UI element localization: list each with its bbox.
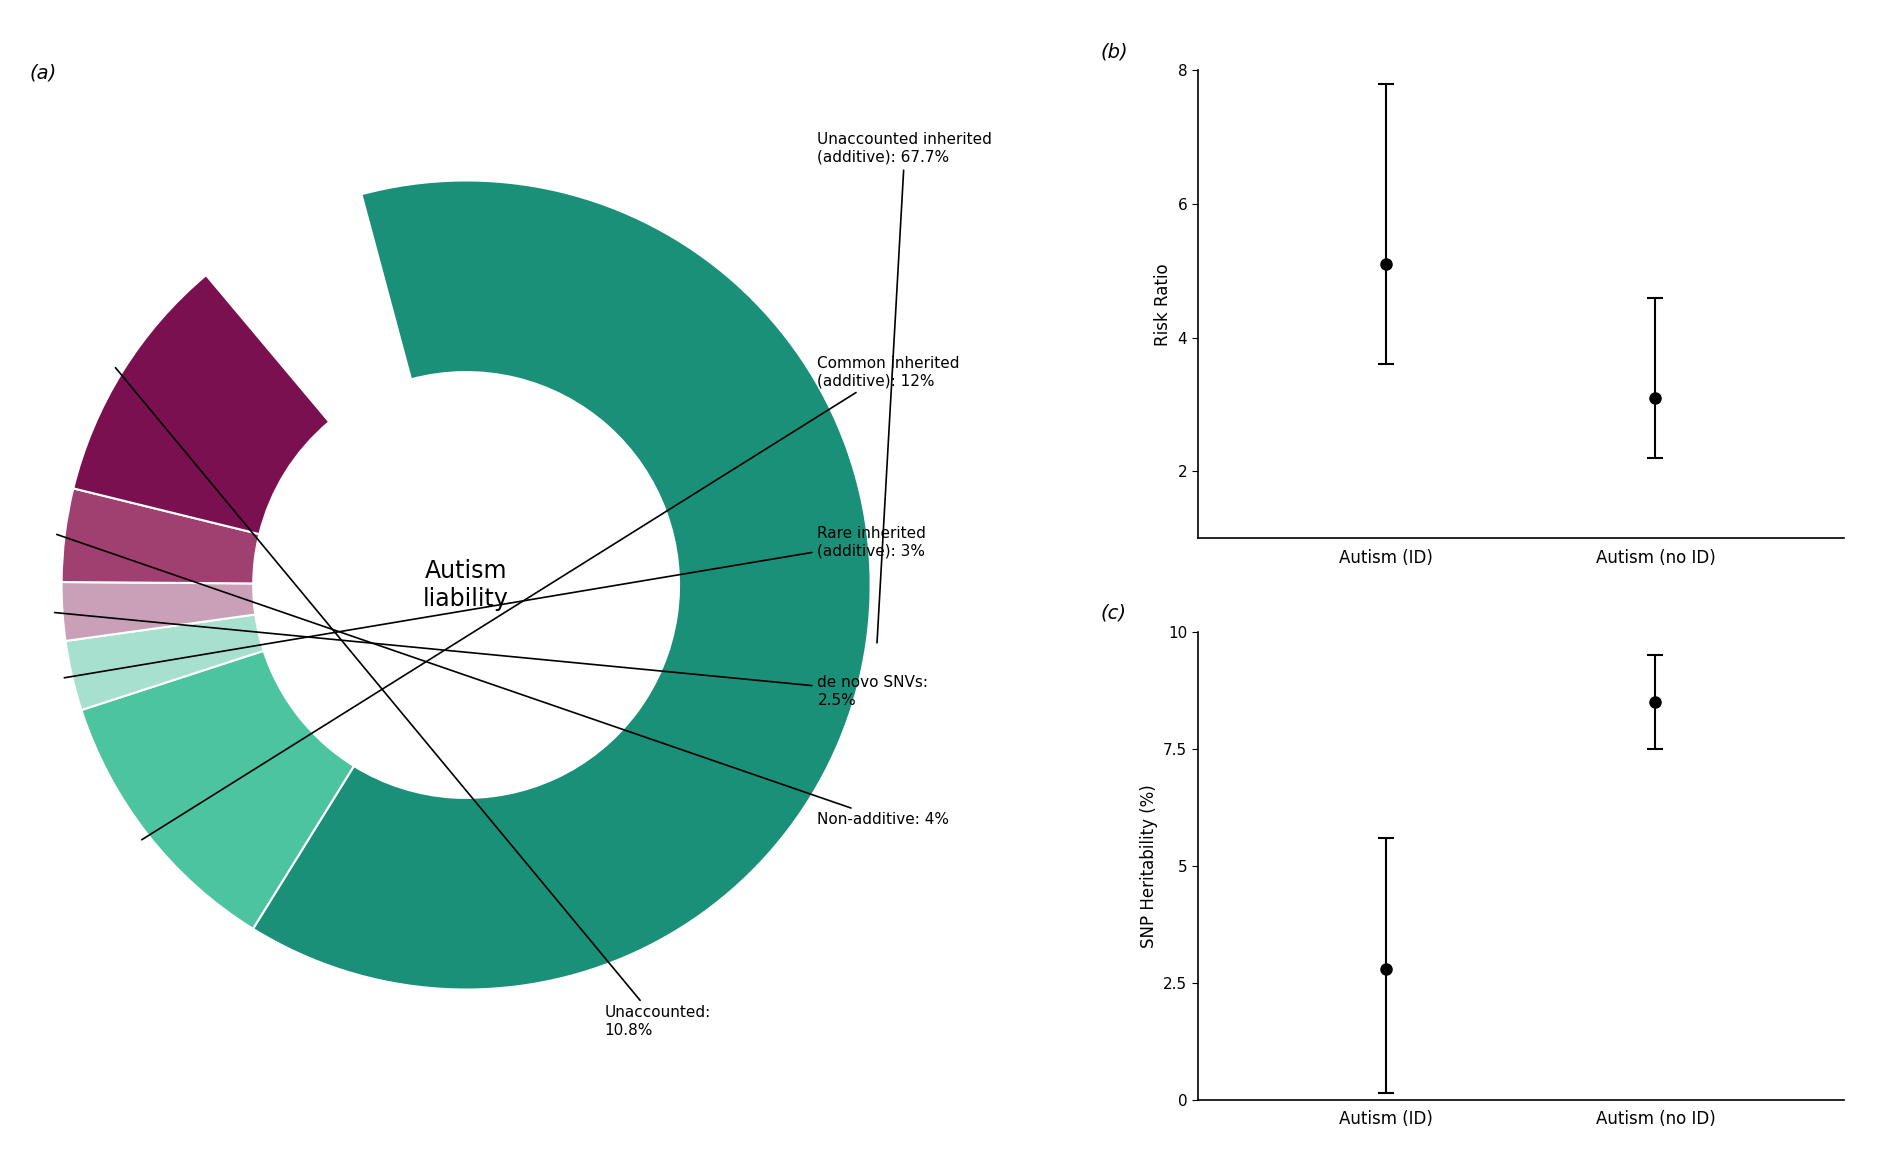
Text: de novo SNVs:
2.5%: de novo SNVs: 2.5% bbox=[55, 613, 928, 708]
Wedge shape bbox=[61, 488, 259, 584]
Wedge shape bbox=[61, 581, 255, 641]
Text: (a): (a) bbox=[30, 63, 57, 82]
Text: Unaccounted inherited
(additive): 67.7%: Unaccounted inherited (additive): 67.7% bbox=[817, 132, 992, 642]
Y-axis label: Risk Ratio: Risk Ratio bbox=[1154, 263, 1171, 345]
Text: Rare inherited
(additive): 3%: Rare inherited (additive): 3% bbox=[65, 526, 926, 677]
Text: Autism
liability: Autism liability bbox=[424, 559, 509, 611]
Wedge shape bbox=[253, 180, 871, 990]
Wedge shape bbox=[82, 651, 354, 929]
Wedge shape bbox=[65, 614, 264, 710]
Text: Non-additive: 4%: Non-additive: 4% bbox=[57, 535, 949, 827]
Text: Unaccounted:
10.8%: Unaccounted: 10.8% bbox=[116, 367, 711, 1038]
Y-axis label: SNP Heritability (%): SNP Heritability (%) bbox=[1139, 784, 1158, 948]
Text: (c): (c) bbox=[1101, 604, 1127, 622]
Wedge shape bbox=[74, 275, 329, 535]
Text: Common inherited
(additive): 12%: Common inherited (additive): 12% bbox=[143, 356, 960, 840]
Text: (b): (b) bbox=[1101, 42, 1129, 61]
